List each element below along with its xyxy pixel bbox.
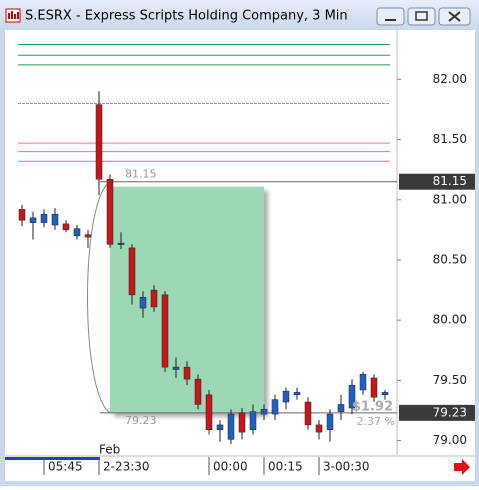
price-marker-label: 81.15 — [433, 174, 467, 188]
x-tick-label: 00:15 — [268, 460, 303, 474]
price-marker-label: 79.23 — [433, 405, 467, 419]
scroll-right-arrow[interactable] — [454, 459, 470, 475]
candle-body — [282, 390, 290, 403]
candle-body — [139, 297, 147, 309]
candle-body — [106, 179, 114, 245]
x-tick-label: 00:00 — [213, 460, 248, 474]
minimize-button[interactable] — [376, 7, 405, 26]
candle-body — [117, 242, 125, 245]
candle-body — [150, 289, 158, 308]
candle-body — [40, 213, 48, 223]
candle-body — [260, 408, 268, 415]
candle-body — [271, 399, 279, 415]
candle-body — [183, 366, 191, 380]
candle-body — [128, 247, 136, 296]
candle-body — [238, 412, 246, 433]
y-tick-label: 80.50 — [433, 252, 467, 266]
y-tick-label: 79.00 — [433, 433, 467, 447]
candle-body — [73, 228, 81, 237]
price-marker-box — [399, 404, 475, 421]
change-pct-label: 2.37 % — [357, 415, 395, 428]
y-tick-label: 80.00 — [433, 313, 467, 327]
candle-body — [315, 424, 323, 433]
window-title: S.ESRX - Express Scripts Holding Company… — [25, 9, 348, 24]
candle-body — [62, 223, 70, 231]
candle-body — [381, 392, 389, 396]
candle-body — [194, 378, 202, 405]
restore-button[interactable] — [407, 7, 436, 26]
change-label: $1.92 — [352, 400, 393, 415]
candle-body — [205, 394, 213, 430]
x-tick-label: 3-00:30 — [323, 460, 370, 474]
candle-body — [348, 384, 356, 409]
candle-body — [51, 213, 59, 226]
y-tick-label: 81.50 — [433, 132, 467, 146]
candle-body — [161, 294, 169, 368]
candle-body — [337, 404, 345, 412]
candle-body — [84, 234, 92, 238]
candle-body — [326, 413, 334, 430]
price-marker-box — [399, 173, 475, 190]
candle-body — [216, 424, 224, 430]
y-tick-label: 82.00 — [433, 72, 467, 86]
candle-body — [304, 401, 312, 426]
app-icon-glyph — [8, 11, 19, 19]
candle-body — [227, 413, 235, 440]
scroll-indicator — [5, 457, 100, 460]
candle-body — [293, 392, 301, 396]
zone-arc — [87, 181, 111, 414]
y-tick-label: 81.00 — [433, 192, 467, 206]
candle-body — [172, 366, 180, 370]
candle-body — [29, 217, 37, 223]
candle-body — [18, 209, 26, 221]
restore-glyph — [415, 11, 428, 21]
candle-body — [370, 377, 378, 398]
month-label: Feb — [99, 443, 120, 457]
zone-label: 79.23 — [125, 414, 157, 427]
candle-body — [359, 374, 367, 391]
candle-body — [249, 411, 257, 430]
y-tick-label: 79.50 — [433, 373, 467, 387]
zone-label: 81.15 — [125, 168, 157, 181]
x-tick-label: 05:45 — [48, 460, 83, 474]
x-tick-label: 2-23:30 — [103, 460, 150, 474]
candle-body — [95, 104, 103, 180]
close-glyph — [448, 11, 461, 22]
